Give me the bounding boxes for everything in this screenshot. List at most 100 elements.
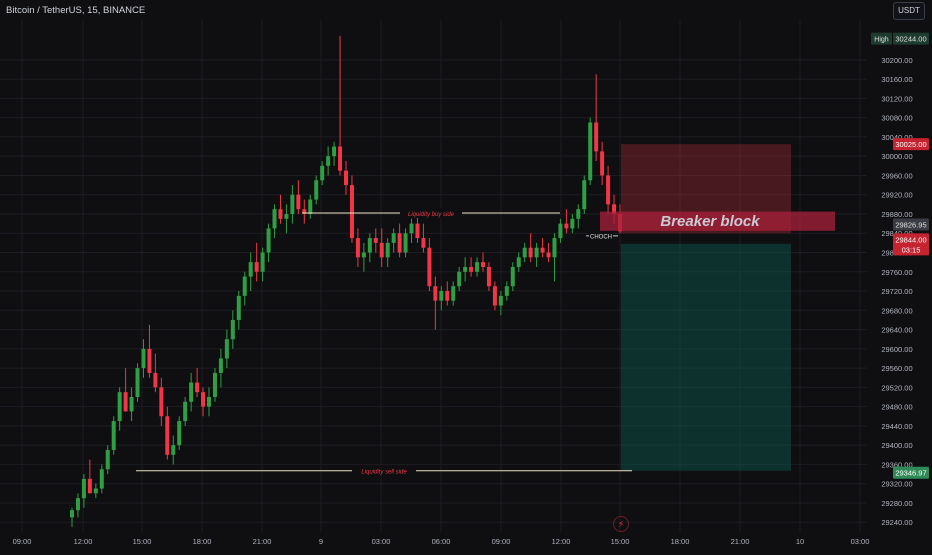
time-tick-label: 21:00 <box>253 537 272 546</box>
candle-body <box>129 396 134 412</box>
candle-body <box>254 262 259 272</box>
tp-price-label-text: 29346.97 <box>895 469 926 478</box>
tp-price-label: 29346.97 <box>893 466 929 479</box>
candle-body <box>302 209 307 214</box>
high-price-label-bg <box>893 32 929 45</box>
price-tick-label: 29440.00 <box>881 422 912 431</box>
candle-body <box>117 392 122 422</box>
candle-body <box>570 218 575 229</box>
time-tick-label: 09:00 <box>13 537 32 546</box>
sl-price-label: 30025.00 <box>893 138 929 151</box>
candle-body <box>320 165 325 181</box>
candle-body <box>338 146 343 171</box>
price-tick-label: 30200.00 <box>881 56 912 65</box>
candle-body <box>600 151 605 176</box>
candle-body <box>296 194 301 210</box>
candle-body <box>469 266 474 272</box>
candle-body <box>266 228 271 253</box>
candle-body <box>361 252 366 258</box>
candle-body <box>612 204 617 214</box>
choch-label: CHOCH <box>590 234 612 240</box>
candle-body <box>290 194 295 214</box>
price-tick-label: 29880.00 <box>881 210 912 219</box>
price-tick-label: 29920.00 <box>881 191 912 200</box>
lightning-icon[interactable]: ⚡ <box>613 516 629 532</box>
high-price-label-text: 30244.00 <box>895 35 926 44</box>
candle-body <box>463 266 468 272</box>
candle-body <box>433 286 438 301</box>
candle-body <box>522 247 527 258</box>
candle-body <box>201 392 206 407</box>
high-tag: High <box>874 37 889 44</box>
time-tick-label: 06:00 <box>432 537 451 546</box>
time-tick-label: 12:00 <box>74 537 93 546</box>
candle-body <box>75 498 80 511</box>
candle-body <box>242 276 247 296</box>
time-tick-label: 15:00 <box>133 537 152 546</box>
sl-price-label-text: 30025.00 <box>895 140 926 149</box>
price-tick-label: 29680.00 <box>881 306 912 315</box>
candle-body <box>409 223 414 234</box>
time-tick-label: 10 <box>796 537 804 546</box>
candle-body <box>486 266 491 287</box>
candle-body <box>355 238 360 258</box>
candle-body <box>105 449 110 470</box>
candle-body <box>498 295 503 306</box>
candle-body <box>123 392 128 412</box>
candle-body <box>236 295 241 320</box>
currency-button[interactable]: USDT <box>893 2 925 20</box>
candle-body <box>481 262 485 267</box>
candle-body <box>171 445 176 455</box>
time-tick-label: 9 <box>319 537 323 546</box>
breaker-price-label-bg <box>893 218 929 231</box>
candle-body <box>207 396 211 407</box>
candle-body <box>332 146 337 157</box>
time-tick-label: 12:00 <box>552 537 571 546</box>
candle-body <box>159 387 164 417</box>
candle-body <box>445 291 450 301</box>
last-price-bg <box>893 233 929 256</box>
candle-body <box>135 368 140 397</box>
liquidity-sell-bg <box>352 465 416 476</box>
price-tick-label: 30120.00 <box>881 94 912 103</box>
candle-body <box>552 238 557 258</box>
candle-body <box>93 488 98 494</box>
time-tick-label: 03:00 <box>372 537 391 546</box>
price-tick-label: 29760.00 <box>881 268 912 277</box>
candle-body <box>391 233 396 243</box>
candle-body <box>439 291 444 301</box>
candle-body <box>516 257 521 267</box>
candle-body <box>403 233 408 253</box>
candle-body <box>534 247 539 258</box>
candle-body <box>326 156 331 166</box>
candle-body <box>218 358 223 373</box>
symbol-title: Bitcoin / TetherUS, 15, BINANCE <box>6 5 146 16</box>
countdown-label: 03:15 <box>902 245 921 254</box>
price-tick-label: 29360.00 <box>881 460 912 469</box>
candle-body <box>349 185 354 239</box>
candle-body <box>344 170 348 186</box>
candle-body <box>147 348 152 373</box>
price-tick-label: 30160.00 <box>881 75 912 84</box>
price-tick-label: 30080.00 <box>881 114 912 123</box>
candle-body <box>212 372 217 397</box>
tp-price-label-bg <box>893 466 929 479</box>
price-tick-label: 29480.00 <box>881 403 912 412</box>
candle-body <box>195 382 200 393</box>
sl-price-label-bg <box>893 138 929 151</box>
price-tick-label: 30040.00 <box>881 133 912 142</box>
candle-body <box>177 421 182 446</box>
candle-body <box>475 262 480 272</box>
candle-body <box>308 199 313 214</box>
candle-body <box>81 478 86 499</box>
time-tick-label: 15:00 <box>611 537 630 546</box>
candle-body <box>528 247 533 258</box>
candle-body <box>504 286 509 296</box>
price-tick-label: 30000.00 <box>881 152 912 161</box>
breaker-block-label: Breaker block <box>660 213 760 230</box>
price-tick-label: 29320.00 <box>881 480 912 489</box>
candle-body <box>153 372 158 388</box>
time-tick-label: 18:00 <box>671 537 690 546</box>
